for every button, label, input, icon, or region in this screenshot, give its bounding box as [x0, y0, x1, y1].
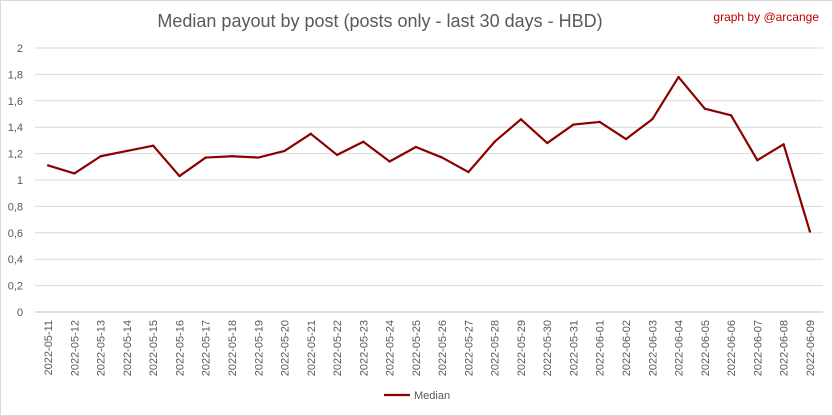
data-point	[414, 145, 418, 149]
chart-credit: graph by @arcange	[713, 10, 819, 24]
data-point	[519, 118, 523, 121]
data-point	[808, 230, 812, 233]
y-tick-label: 0	[17, 307, 23, 319]
data-point	[73, 172, 76, 175]
x-tick-label: 2022-05-16	[174, 320, 186, 376]
data-point	[388, 160, 391, 163]
y-tick-label: 1,8	[8, 69, 23, 81]
legend: Median	[384, 390, 450, 402]
x-tick-label: 2022-05-23	[358, 320, 370, 376]
data-point	[677, 75, 680, 79]
data-point	[283, 149, 286, 153]
y-axis-ticks: 0 0,2 0,4 0,6 0,8 1 1,2 1,4 1,6 1,8 2	[8, 43, 23, 319]
chart-title: Median payout by post (posts only - last…	[157, 11, 603, 31]
x-tick-label: 2022-05-19	[253, 320, 265, 376]
y-tick-label: 2	[17, 43, 23, 55]
data-point	[756, 159, 759, 162]
legend-label: Median	[414, 390, 450, 402]
data-point	[729, 114, 733, 117]
series-layer	[46, 75, 812, 233]
data-point	[46, 164, 50, 167]
y-tick-label: 0,2	[8, 281, 23, 293]
data-point	[125, 149, 129, 153]
x-tick-label: 2022-05-22	[332, 320, 344, 376]
data-point	[440, 156, 444, 159]
x-tick-label: 2022-05-17	[201, 320, 213, 376]
data-point	[362, 140, 365, 143]
series-line-median	[47, 75, 811, 233]
x-tick-label: 2022-06-03	[647, 320, 659, 376]
x-tick-label: 2022-05-26	[437, 320, 449, 376]
x-axis-ticks: 2022-05-11 2022-05-12 2022-05-13 2022-05-14…	[43, 320, 817, 376]
data-point	[309, 132, 312, 135]
x-tick-label: 2022-05-25	[411, 320, 423, 376]
x-tick-label: 2022-05-27	[463, 320, 475, 376]
data-point	[598, 120, 601, 124]
y-tick-label: 0,4	[8, 254, 23, 266]
y-tick-label: 0,6	[8, 228, 23, 240]
data-point	[335, 153, 339, 157]
data-point	[99, 155, 102, 158]
x-tick-label: 2022-05-28	[490, 320, 502, 376]
x-tick-label: 2022-06-07	[752, 320, 764, 376]
x-tick-label: 2022-06-08	[779, 320, 791, 376]
data-point	[703, 107, 706, 110]
data-point	[230, 155, 234, 158]
x-tick-label: 2022-05-14	[122, 320, 134, 376]
x-tick-label: 2022-05-20	[280, 320, 292, 376]
x-tick-label: 2022-06-05	[700, 320, 712, 376]
x-tick-label: 2022-06-04	[674, 320, 686, 376]
x-tick-label: 2022-06-02	[621, 320, 633, 376]
x-tick-label: 2022-06-09	[805, 320, 817, 376]
x-tick-label: 2022-05-18	[227, 320, 239, 376]
x-tick-label: 2022-05-30	[542, 320, 554, 376]
y-tick-label: 1	[17, 175, 23, 187]
x-tick-label: 2022-05-13	[96, 320, 108, 376]
x-tick-label: 2022-06-01	[595, 320, 607, 376]
x-tick-label: 2022-05-24	[385, 320, 397, 376]
y-tick-label: 1,4	[8, 122, 23, 134]
y-tick-label: 1,2	[8, 149, 23, 161]
data-point	[467, 170, 470, 174]
data-point	[178, 174, 181, 178]
data-point	[624, 137, 628, 141]
x-tick-label: 2022-05-29	[516, 320, 528, 376]
data-point	[257, 156, 260, 159]
data-point	[572, 123, 575, 126]
y-tick-label: 0,8	[8, 201, 23, 213]
data-point	[546, 141, 549, 145]
data-point	[493, 140, 496, 143]
gridlines	[35, 47, 823, 313]
x-tick-label: 2022-06-06	[726, 320, 738, 376]
data-point	[651, 118, 654, 121]
x-tick-label: 2022-05-11	[43, 320, 55, 375]
x-tick-label: 2022-05-15	[148, 320, 160, 376]
x-tick-label: 2022-05-31	[568, 320, 580, 376]
data-point	[782, 143, 785, 146]
x-tick-label: 2022-05-12	[69, 320, 81, 376]
y-tick-label: 1,6	[8, 96, 23, 108]
data-point	[152, 144, 155, 147]
data-point	[204, 156, 207, 159]
x-tick-label: 2022-05-21	[306, 320, 318, 376]
